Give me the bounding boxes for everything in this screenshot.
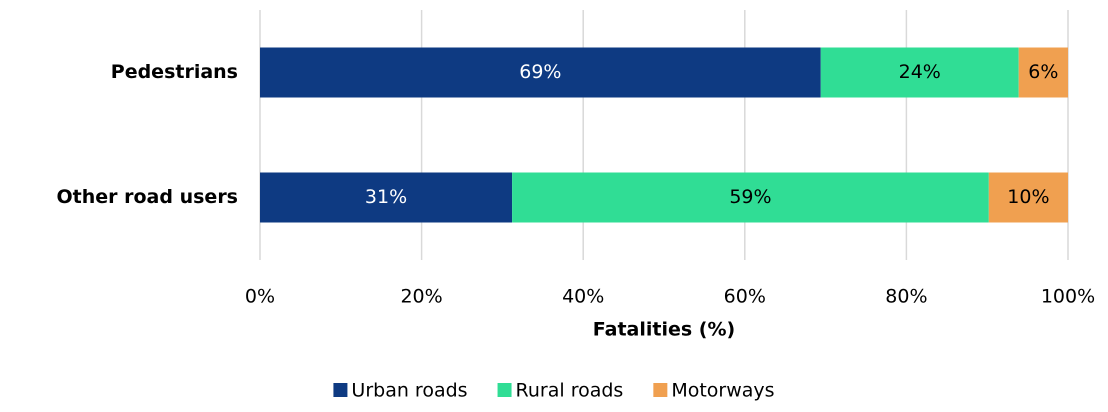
bar-segment: [988, 172, 1068, 223]
data-label: 69%: [519, 61, 561, 83]
bar-segment: [512, 172, 989, 223]
bar-segment: [260, 172, 513, 223]
x-tick-label: 100%: [1041, 286, 1095, 308]
x-tick-label: 0%: [245, 286, 275, 308]
legend-swatch: [653, 383, 668, 397]
data-label: 10%: [1007, 186, 1049, 208]
bar-segment: [1018, 47, 1068, 98]
legend-swatch: [497, 383, 512, 397]
legend-swatch: [333, 383, 348, 397]
legend-label: Urban roads: [351, 380, 467, 402]
x-tick-label: 60%: [724, 286, 766, 308]
data-label: 6%: [1028, 61, 1058, 83]
y-tick-label: Pedestrians: [111, 61, 238, 83]
bar-segment: [260, 47, 821, 98]
bar-segment: [820, 47, 1019, 98]
data-label: 59%: [729, 186, 771, 208]
legend-label: Motorways: [671, 380, 774, 402]
x-tick-label: 20%: [400, 286, 442, 308]
legend-label: Rural roads: [516, 380, 624, 402]
y-tick-label: Other road users: [57, 186, 239, 208]
data-label: 24%: [899, 61, 941, 83]
x-tick-label: 80%: [885, 286, 927, 308]
x-tick-label: 40%: [562, 286, 604, 308]
data-label: 31%: [365, 186, 407, 208]
x-axis-title: Fatalities (%): [593, 319, 735, 341]
